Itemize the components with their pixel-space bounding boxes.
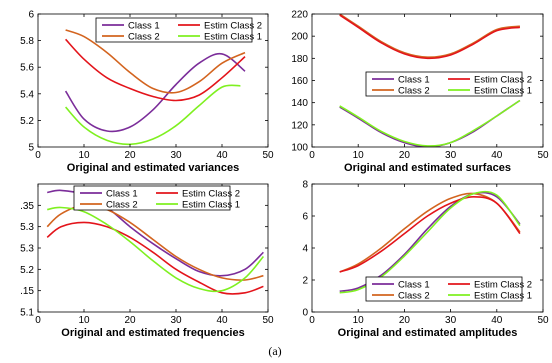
x-tick-label: 30	[170, 150, 182, 161]
figure-caption: (a)	[268, 344, 281, 358]
y-tick-label: 4	[302, 244, 308, 255]
x-tick-label: 0	[309, 150, 315, 161]
panel-3: 0 10 20 30 40 50 5.1 .15 5.2 5.3 5.3 .35 Original an…	[20, 183, 274, 339]
x-tick-label: 0	[35, 150, 41, 161]
x-tick-label: 0	[309, 315, 315, 326]
x-tick-label: 10	[353, 150, 365, 161]
legend-label: Class 1	[398, 279, 430, 290]
y-tick-label: 5.6	[20, 63, 34, 74]
y-tick-label: 5.3	[20, 222, 34, 233]
legend-label: Class 1	[398, 74, 430, 85]
series-line-estim-class-2	[46, 221, 264, 295]
x-axis-label: Original and estimated frequencies	[61, 327, 244, 339]
legend-label: Estim Class 2	[204, 20, 262, 31]
x-tick-label: 10	[353, 315, 365, 326]
y-tick-label: 120	[291, 120, 308, 131]
x-tick-label: 30	[445, 315, 457, 326]
axes-box	[37, 13, 269, 148]
x-tick-label: 20	[124, 150, 136, 161]
series-line-estim-class-2	[65, 38, 246, 102]
y-tick-label: 160	[291, 76, 308, 87]
y-tick-label: 6	[302, 212, 308, 223]
legend-label: Class 2	[398, 85, 430, 96]
x-tick-label: 50	[262, 150, 274, 161]
y-tick-label: 5.4	[20, 89, 34, 100]
legend: Class 1 Estim Class 2 Class 2 Estim Class 1	[365, 71, 532, 97]
series-line-class-1	[339, 99, 521, 147]
legend-label: Estim Class 1	[474, 290, 532, 301]
series-line-estim-class-1	[339, 190, 521, 294]
y-tick-label: 0	[302, 308, 308, 319]
x-axis-label: Original and estimated variances	[67, 162, 239, 174]
legend: Class 1 Estim Class 2 Class 2 Estim Class 1	[95, 17, 262, 43]
legend-box	[73, 185, 231, 211]
x-tick-label: 50	[537, 315, 549, 326]
x-tick-label: 20	[124, 315, 136, 326]
x-tick-label: 40	[491, 150, 503, 161]
panel-1: 0 10 20 30 40 50 5 5.2 5.4 5.6 5.8 6 Original and es…	[20, 10, 274, 175]
x-tick-label: 0	[35, 315, 41, 326]
x-tick-label: 30	[170, 315, 182, 326]
series-line-class-1	[339, 191, 521, 292]
series-line-estim-class-2	[339, 14, 521, 60]
y-tick-label: .15	[20, 286, 34, 297]
x-tick-label: 50	[537, 150, 549, 161]
y-tick-label: 100	[291, 143, 308, 154]
y-tick-label: 5.1	[20, 308, 34, 319]
x-tick-label: 40	[491, 315, 503, 326]
legend-label: Class 1	[128, 20, 160, 31]
y-tick-label: 5.2	[20, 265, 34, 276]
x-tick-label: 50	[262, 315, 274, 326]
legend: Class 1 Estim Class 2 Class 2 Estim Class 1	[73, 185, 240, 211]
x-tick-label: 20	[399, 315, 411, 326]
legend-box	[365, 71, 523, 97]
legend: Class 1 Estim Class 2 Class 2 Estim Class 1	[365, 276, 532, 302]
x-tick-label: 20	[399, 150, 411, 161]
series-group	[339, 190, 521, 294]
series-line-class-2	[339, 14, 521, 59]
legend-label: Class 2	[106, 199, 138, 210]
y-tick-label: 8	[302, 180, 308, 191]
panel-4: 0 10 20 30 40 50 0 2 4 6 8 Original and estimated a…	[302, 180, 549, 340]
y-tick-label: 6	[28, 10, 34, 21]
legend-label: Estim Class 2	[474, 74, 532, 85]
y-tick-label: 220	[291, 10, 308, 21]
y-tick-label: 180	[291, 54, 308, 65]
y-tick-label: 140	[291, 98, 308, 109]
x-axis-label: Original and estimated amplitudes	[338, 327, 518, 339]
y-tick-label: 2	[302, 276, 308, 287]
y-tick-label: 5.3	[20, 244, 34, 255]
legend-box	[95, 17, 253, 43]
series-group	[64, 29, 246, 146]
panel-2: 0 10 20 30 40 50 100 120 140 160 180 200 220 Original…	[291, 10, 549, 175]
legend-label: Class 2	[128, 31, 160, 42]
legend-label: Estim Class 1	[474, 85, 532, 96]
series-line-estim-class-2	[339, 195, 521, 273]
series-line-class-2	[46, 204, 264, 281]
x-tick-label: 40	[216, 315, 228, 326]
y-tick-label: 5.2	[20, 116, 34, 127]
legend-label: Class 1	[106, 188, 138, 199]
x-tick-label: 40	[216, 150, 228, 161]
legend-label: Class 2	[398, 290, 430, 301]
legend-box	[365, 276, 523, 302]
x-tick-label: 10	[78, 150, 90, 161]
x-tick-label: 30	[445, 150, 457, 161]
legend-label: Estim Class 2	[182, 188, 240, 199]
legend-label: Estim Class 1	[182, 199, 240, 210]
y-tick-label: 5.8	[20, 36, 34, 47]
series-line-estim-class-1	[65, 84, 241, 146]
y-tick-label: .35	[20, 201, 34, 212]
series-line-class-2	[65, 29, 246, 94]
y-tick-label: 200	[291, 32, 308, 43]
x-tick-label: 10	[78, 315, 90, 326]
y-tick-label: 5	[28, 143, 34, 154]
series-line-estim-class-1	[339, 99, 521, 147]
legend-label: Estim Class 2	[474, 279, 532, 290]
series-group	[339, 14, 521, 147]
series-line-class-1	[64, 52, 246, 133]
x-axis-label: Original and estimated surfaces	[344, 162, 511, 174]
legend-label: Estim Class 1	[204, 31, 262, 42]
